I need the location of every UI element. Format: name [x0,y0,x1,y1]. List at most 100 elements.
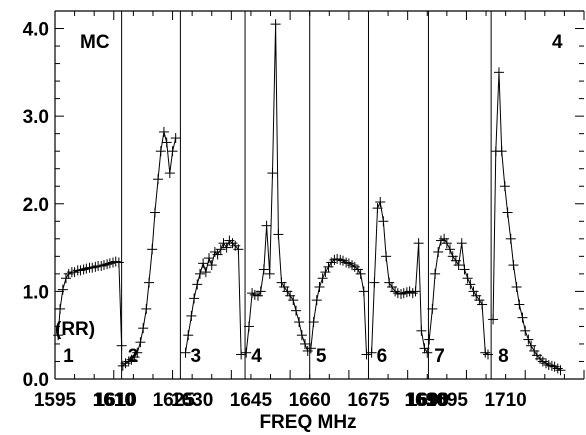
data-point [189,293,200,304]
data-point [505,233,516,244]
y-tick-label: 3.0 [23,107,49,128]
data-point [456,238,467,249]
data-point [290,305,301,316]
data-point [320,267,331,278]
data-point [433,246,444,257]
data-point [60,273,71,284]
data-point [57,284,68,295]
data-point [264,268,275,279]
data-point [361,349,372,360]
data-point [419,343,430,354]
data-point [282,286,293,297]
data-point [161,137,172,148]
x-tick-label: 1610 [93,390,135,411]
data-point [233,244,244,255]
data-point [477,299,488,310]
data-point [227,238,238,249]
panel-2: 2 [117,126,181,371]
data-point [78,264,89,275]
data-point [241,347,252,358]
data-point [355,268,366,279]
data-point [546,360,557,371]
data-point [123,356,134,367]
data-point [378,216,389,227]
y-tick-label: 0.0 [23,370,49,391]
data-point [149,207,160,218]
panel-label: 1 [63,346,74,367]
data-point [341,257,352,268]
data-point [53,330,64,341]
data-point [384,277,395,288]
data-point [90,261,101,272]
x-tick-label: 1675 [347,390,390,411]
series-line [492,72,561,371]
data-point [180,347,191,358]
data-point [212,249,223,260]
data-point [270,19,281,30]
x-tick-label: 1690 [405,390,447,411]
data-point [243,321,254,332]
x-tick-label: 1630 [171,390,213,411]
data-point [523,334,534,345]
data-point [430,268,441,279]
data-point [144,277,155,288]
data-point [209,246,220,257]
data-point [424,334,435,345]
x-tick-label: 1660 [289,390,331,411]
data-point [375,197,386,208]
data-point [198,258,209,269]
data-point [215,244,226,255]
data-point [416,325,427,336]
panel-dividers [121,11,492,379]
data-point [192,279,203,290]
data-point [183,330,194,341]
series-line [371,200,428,353]
data-point [255,286,266,297]
data-point [170,133,181,144]
data-point [158,126,169,137]
data-point [444,244,455,255]
data-point [390,286,401,297]
data-point [203,253,214,264]
annotation-top-left: MC [80,32,110,53]
data-point [153,174,164,185]
panel-1: 1 [53,256,127,367]
data-point [511,282,522,292]
panel-label: 2 [128,346,139,367]
data-point [206,260,217,271]
data-point [335,254,346,265]
panel-4: 4 [241,19,313,367]
data-point [167,146,178,157]
data-point [273,229,284,240]
data-point [552,363,563,374]
data-point [221,242,232,253]
data-point [529,345,540,356]
data-point [427,303,438,314]
data-point [347,260,358,271]
panel-label: 8 [498,346,509,367]
data-point [296,330,307,341]
data-point [462,273,473,284]
annotations: MC 4 (RR) FREQ MHz [55,32,563,433]
panel-label: 7 [434,346,445,367]
data-point [499,181,510,192]
data-point [147,244,158,255]
series-panels: 1 2 3 4 5 6 7 8 [53,19,566,376]
x-axis-title: FREQ MHz [259,412,356,433]
data-point [453,260,464,271]
data-point [247,288,258,299]
panel-7: 7 [424,233,493,367]
data-point [135,337,146,348]
y-tick-label: 4.0 [23,20,49,41]
data-point [413,238,424,249]
data-point [496,146,507,157]
data-point [482,349,493,360]
data-point [369,277,380,288]
data-point [308,317,319,328]
data-point [465,279,476,290]
data-point [488,314,499,325]
data-point [480,347,491,358]
data-point [155,146,166,157]
